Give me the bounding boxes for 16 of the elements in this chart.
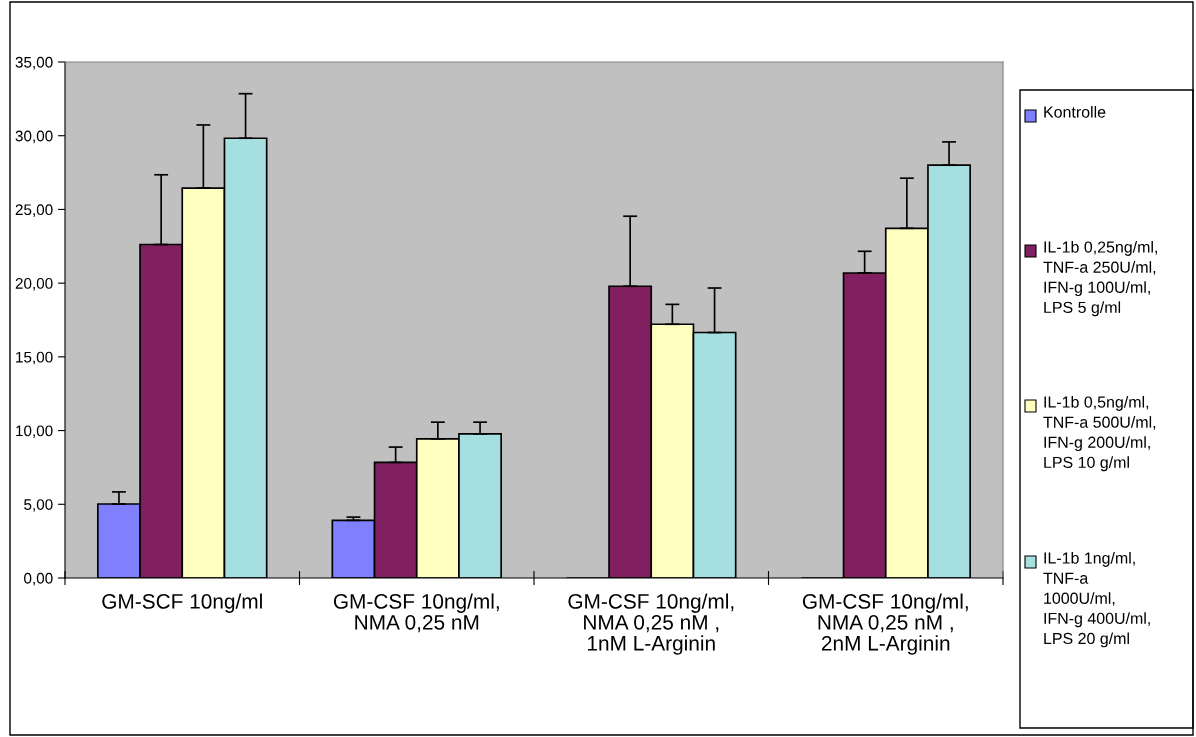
- y-tick-label: 0,00: [24, 572, 53, 586]
- y-tick-label: 30,00: [15, 130, 53, 144]
- legend-label: IL-1b 0,25ng/ml, TNF-a 250U/ml, IFN-g 100U/ml, LPS 5 g/ml: [1043, 241, 1157, 317]
- y-tick-label: 25,00: [15, 204, 53, 217]
- y-tick-label: 20,00: [15, 278, 53, 291]
- x-tick-label: GM-SCF 10ng/ml: [102, 593, 262, 613]
- y-tick-label: 10,00: [16, 425, 53, 439]
- x-tick-label: GM-CSF 10ng/ml, NMA 0,25 nM , 1nM L-Arginin: [568, 593, 734, 655]
- y-tick-label: 35,00: [15, 56, 53, 70]
- y-tick-label: 15,00: [16, 351, 53, 365]
- y-tick-label: 5,00: [24, 499, 53, 512]
- x-tick-label: GM-CSF 10ng/ml, NMA 0,25 nM , 2nM L-Arginin: [802, 593, 968, 655]
- x-tick-label: GM-CSF 10ng/ml, NMA 0,25 nM: [333, 593, 499, 633]
- legend-label: Kontrolle: [1044, 106, 1106, 118]
- legend-label: IL-1b 1ng/ml, TNF-a 1000U/ml, IFN-g 400U/ml, LPS 20 g/ml: [1043, 552, 1150, 648]
- legend-label: IL-1b 0,5ng/ml, TNF-a 500U/ml, IFN-g 200U/ml, LPS 10 g/ml: [1043, 396, 1156, 472]
